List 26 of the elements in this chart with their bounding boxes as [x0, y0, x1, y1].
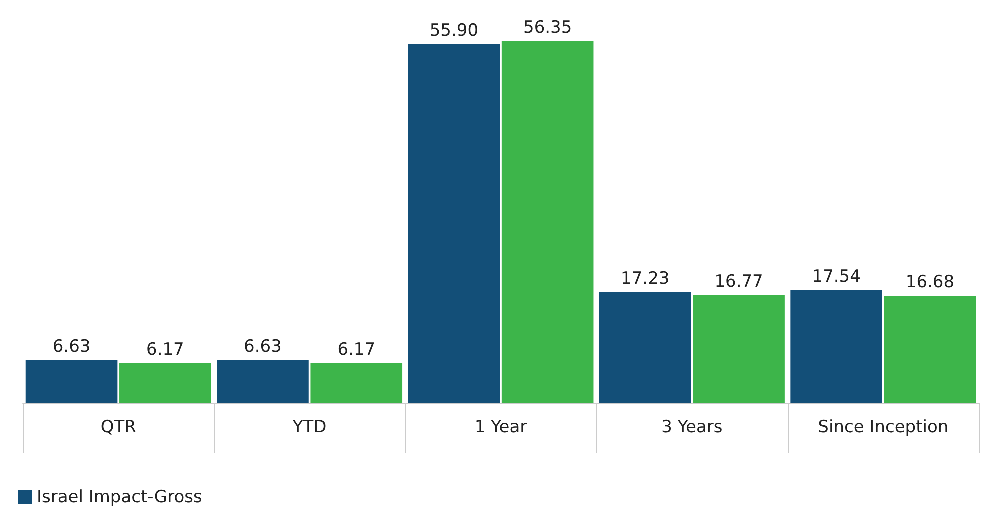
data-label: 6.63 [52, 336, 91, 357]
x-tick-label: QTR [100, 418, 137, 438]
bar [693, 295, 785, 403]
bar [310, 363, 403, 403]
x-tick-label: 3 Years [662, 418, 723, 438]
bar [217, 360, 309, 403]
data-label: 55.90 [430, 20, 479, 41]
legend-label: Israel Impact-Gross [37, 488, 202, 508]
x-tick-label: 1 Year [474, 418, 528, 438]
bar [599, 292, 692, 403]
data-label: 17.54 [812, 266, 861, 287]
bar [120, 363, 212, 403]
bar [502, 41, 594, 403]
bar [790, 290, 882, 403]
data-label: 6.17 [146, 340, 184, 360]
data-label: 17.23 [621, 268, 670, 289]
data-label: 16.68 [906, 272, 955, 292]
data-label: 6.17 [338, 340, 376, 360]
data-label: 56.35 [523, 18, 572, 38]
data-label: 6.63 [244, 336, 282, 357]
x-tick-label: YTD [292, 418, 327, 438]
bar [26, 360, 118, 403]
x-tick-label: Since Inception [818, 418, 949, 438]
data-label: 16.77 [714, 272, 764, 292]
bar [884, 296, 976, 403]
bar [408, 44, 500, 403]
